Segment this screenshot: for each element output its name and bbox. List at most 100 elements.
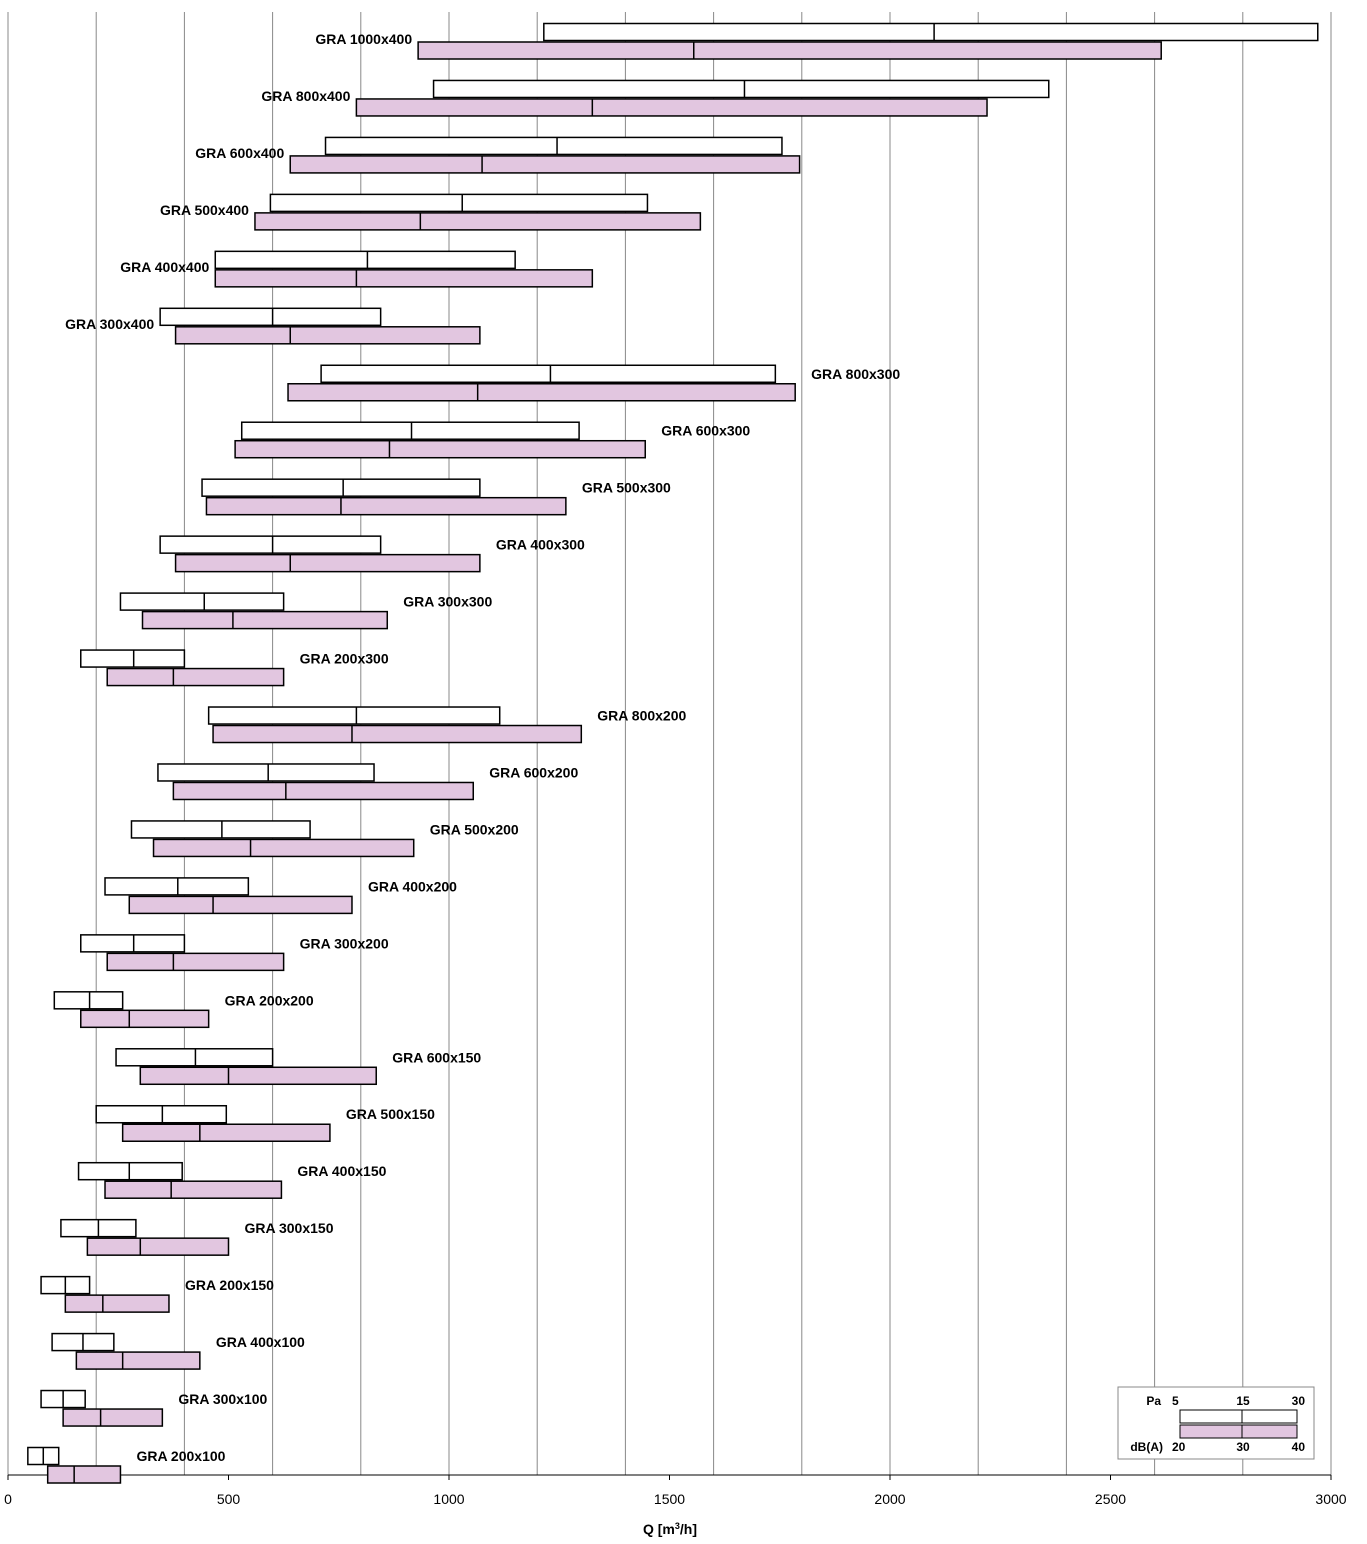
grille-label: GRA 500x200 (430, 821, 519, 837)
x-tick-label: 2500 (1095, 1491, 1126, 1507)
grille-label: GRA 300x200 (300, 935, 389, 951)
db-range-bar (121, 1123, 331, 1142)
grille-label: GRA 400x300 (496, 537, 585, 553)
db-range-bar (214, 269, 594, 288)
grille-row (201, 478, 567, 516)
grille-row (289, 136, 801, 174)
grille-label: GRA 600x300 (661, 423, 750, 439)
x-axis: 0 500 1000 1500 2000 2500 3000 (4, 1474, 1347, 1507)
db-range-bar (287, 383, 796, 402)
grille-label: GRA 800x400 (261, 88, 350, 104)
db-range-bar (152, 838, 415, 858)
grille-row (254, 193, 702, 231)
grille-row (159, 535, 481, 573)
grille-label: GRA 300x400 (65, 316, 154, 332)
db-range-bar (205, 496, 567, 516)
grille-label: GRA 600x400 (195, 145, 284, 161)
pa-range-bar (130, 820, 311, 839)
db-range-bar (80, 1009, 210, 1029)
grille-row (80, 649, 285, 687)
grille-label: GRA 200x150 (185, 1277, 274, 1293)
grille-row (234, 421, 646, 459)
db-range-bar (289, 155, 801, 174)
grille-row (40, 1389, 164, 1427)
db-range-bar (139, 1066, 377, 1086)
grille-row (115, 1048, 377, 1086)
grille-row (51, 1332, 201, 1370)
grille-row (130, 820, 415, 858)
pa-range-bar (324, 136, 783, 156)
grille-row (157, 763, 475, 801)
pa-range-bar (207, 706, 501, 725)
db-range-bar (106, 667, 285, 687)
grille-row (53, 991, 210, 1029)
x-tick-label: 3000 (1315, 1491, 1346, 1507)
grille-label: GRA 300x300 (403, 594, 492, 610)
legend-db-value-2: 30 (1236, 1440, 1250, 1454)
pa-range-bar (432, 79, 1050, 99)
grille-label: GRA 600x150 (392, 1049, 481, 1065)
grille-label: GRA 500x150 (346, 1106, 435, 1122)
pa-range-bar (95, 1104, 228, 1124)
grille-row (355, 79, 1050, 117)
db-range-bar (254, 212, 702, 231)
db-range-bar (417, 41, 1162, 60)
db-range-bar (128, 895, 353, 915)
pa-range-bar (104, 877, 250, 896)
x-tick-label: 0 (4, 1491, 12, 1507)
grille-label: GRA 200x200 (225, 992, 314, 1008)
pa-range-bar (269, 193, 649, 213)
legend-pa-swatch (1179, 1409, 1298, 1424)
pa-range-bar (80, 934, 186, 953)
grille-row (417, 22, 1319, 60)
grille-row (207, 706, 583, 744)
grille-label: GRA 200x100 (136, 1448, 225, 1464)
pa-range-bar (320, 364, 777, 384)
grille-row (27, 1446, 122, 1484)
grille-label: GRA 300x100 (178, 1391, 267, 1407)
db-range-bar (355, 98, 988, 117)
legend-pa-value-3: 30 (1292, 1394, 1306, 1408)
grille-label: GRA 400x400 (120, 259, 209, 275)
bars (27, 22, 1319, 1484)
grille-row (159, 307, 481, 345)
grille-row (40, 1275, 170, 1313)
pa-range-bar (159, 307, 382, 327)
grille-row (60, 1218, 230, 1256)
grille-label: GRA 600x200 (489, 764, 578, 780)
db-range-bar (64, 1294, 170, 1313)
db-range-bar (234, 439, 646, 459)
db-range-bar (106, 952, 285, 972)
pa-range-bar (119, 592, 285, 611)
grille-row (80, 934, 285, 972)
pa-range-bar (201, 478, 481, 497)
legend-db-swatch (1179, 1424, 1298, 1439)
legend: Pa 5 15 30 dB(A) 20 30 40 (1117, 1386, 1315, 1460)
grille-label: GRA 500x300 (582, 480, 671, 496)
pa-range-bar (214, 250, 516, 270)
legend-pa-value-1: 5 (1172, 1394, 1179, 1408)
pa-range-bar (80, 649, 186, 668)
db-range-bar (172, 781, 475, 801)
x-axis-title: Q [m3/h] (643, 1521, 697, 1537)
x-tick-label: 2000 (874, 1491, 905, 1507)
pa-range-bar (157, 763, 375, 782)
x-tick-label: 500 (217, 1491, 241, 1507)
grille-label: GRA 400x150 (297, 1163, 386, 1179)
db-range-bar (104, 1180, 283, 1199)
grille-label: GRA 800x300 (811, 366, 900, 382)
db-range-bar (141, 610, 389, 630)
grille-label: GRA 500x400 (160, 202, 249, 218)
db-range-bar (174, 326, 481, 345)
pa-range-bar (240, 421, 580, 440)
grille-label: GRA 800x200 (597, 708, 686, 724)
legend-pa-value-2: 15 (1236, 1394, 1250, 1408)
pa-range-bar (53, 991, 124, 1010)
grille-row (77, 1161, 283, 1199)
db-range-bar (212, 724, 583, 744)
grille-labels: GRA 1000x400 GRA 800x400 GRA 600x400 GRA 50… (65, 31, 900, 1464)
x-tick-label: 1000 (433, 1491, 464, 1507)
legend-db-value-3: 40 (1292, 1440, 1306, 1454)
grille-row (119, 592, 389, 630)
